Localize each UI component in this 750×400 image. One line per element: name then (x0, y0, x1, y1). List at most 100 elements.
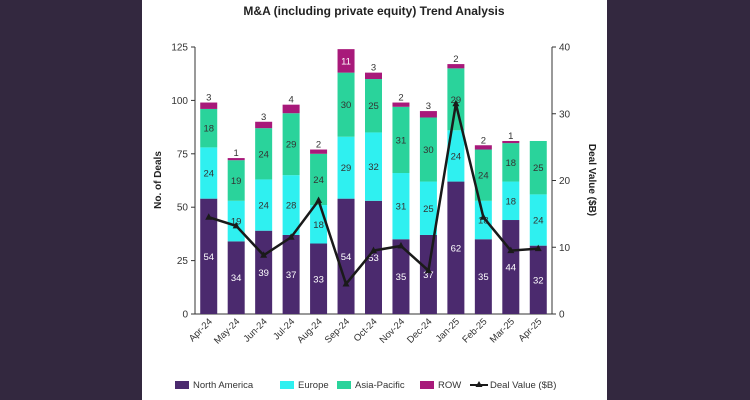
x-tick-label: Oct-24 (352, 316, 380, 344)
bar-segment (529, 245, 547, 314)
bar-value-label: 30 (423, 145, 434, 156)
bar-segment (310, 149, 328, 154)
x-tick-label: Sep-24 (323, 316, 352, 345)
bar-value-label: 35 (478, 272, 489, 283)
bar-value-label: 25 (368, 101, 379, 112)
bar-segment (227, 160, 245, 201)
bar-segment (282, 234, 300, 314)
deal-value-marker (205, 213, 213, 220)
legend-label: ROW (438, 380, 461, 391)
bar-segment (419, 181, 437, 235)
bar-segment (282, 113, 300, 176)
deal-value-marker (370, 246, 377, 254)
y-axis-label: No. of Deals (153, 151, 164, 209)
deal-value-marker (397, 241, 405, 249)
bars-layer: 5424183341919139242433728294331824254293… (200, 49, 547, 314)
bar-value-label: 31 (396, 202, 407, 213)
bar-segment (502, 181, 520, 221)
bar-value-label: 25 (533, 163, 544, 174)
chart-panel: M&A (including private equity) Trend Ana… (142, 0, 607, 400)
y2-axis-label: Deal Value ($B) (586, 144, 597, 216)
legend: North America Europe Asia-Pacific ROW Deal V… (175, 380, 556, 391)
bar-segment (365, 79, 382, 133)
y-tick-label: 0 (182, 310, 188, 321)
bar-segment (227, 241, 245, 314)
bar-segment (392, 102, 410, 107)
bar-value-label: 18 (506, 196, 517, 207)
bar-value-label: 18 (203, 124, 214, 135)
bar-segment (392, 173, 410, 240)
bar-segment (419, 234, 437, 314)
bar-value-label: 24 (258, 149, 269, 160)
legend-label: Europe (298, 380, 329, 391)
bar-segment (337, 72, 355, 137)
bar-value-label: 29 (341, 163, 352, 174)
y2-tick-label: 10 (559, 243, 571, 254)
bar-segment (255, 179, 273, 231)
deal-value-marker (479, 213, 487, 220)
legend-swatch (420, 381, 434, 389)
bar-value-label: 28 (286, 201, 297, 212)
legend-label: Deal Value ($B) (490, 380, 556, 391)
y-tick-label: 125 (171, 43, 188, 54)
deal-value-marker (452, 99, 460, 107)
bar-segment (474, 200, 492, 240)
deal-value-marker (260, 251, 268, 258)
bar-segment (200, 198, 218, 314)
chart-title: M&A (including private equity) Trend Ana… (243, 4, 504, 18)
bar-segment (419, 111, 437, 118)
bar-segment (529, 194, 547, 246)
bar-value-label: 2 (453, 54, 458, 65)
bar-value-label: 1 (508, 131, 513, 142)
x-tick-label: Dec-24 (405, 316, 434, 345)
chart: M&A (including private equity) Trend Ana… (153, 4, 597, 391)
x-tick-label: Nov-24 (378, 316, 407, 345)
bar-segment (365, 200, 382, 314)
bar-value-label: 4 (288, 95, 293, 106)
deal-value-marker (507, 246, 515, 254)
y2-tick-label: 0 (559, 310, 565, 321)
bar-value-label: 24 (451, 151, 462, 162)
bar-segment (529, 140, 547, 195)
y2-tick-label: 30 (559, 109, 571, 120)
bar-value-label: 18 (478, 216, 489, 227)
bar-value-label: 3 (426, 101, 431, 112)
bar-value-label: 37 (286, 270, 297, 281)
bar-segment (419, 117, 437, 182)
bar-value-label: 32 (533, 275, 544, 286)
bar-value-label: 29 (286, 140, 297, 151)
y2-tick-label: 20 (559, 176, 571, 187)
bar-value-label: 30 (341, 100, 352, 111)
bar-segment (200, 102, 218, 109)
legend-label: North America (193, 380, 254, 391)
bar-segment (200, 147, 218, 199)
bar-segment (200, 108, 218, 148)
bar-segment (255, 121, 273, 129)
bar-value-label: 34 (231, 273, 242, 284)
legend-swatch (175, 381, 189, 389)
bar-segment (392, 239, 410, 314)
bar-value-label: 54 (341, 252, 352, 263)
x-tick-label: Apr-24 (187, 316, 215, 344)
y-tick-label: 100 (171, 96, 188, 107)
legend-swatch (337, 381, 351, 389)
deal-value-marker (287, 233, 295, 240)
bar-segment (310, 153, 328, 206)
legend-marker (475, 381, 483, 387)
bar-value-label: 3 (261, 112, 266, 123)
bar-segment (502, 143, 520, 182)
x-tick-label: Jun-24 (241, 316, 269, 344)
bar-segment (255, 128, 273, 180)
bar-value-label: 53 (368, 253, 379, 264)
bar-segment (282, 175, 300, 235)
bar-segment (227, 158, 245, 161)
y-tick-label: 50 (177, 203, 189, 214)
bar-value-label: 2 (481, 135, 486, 146)
bar-value-label: 33 (313, 274, 324, 285)
bar-value-label: 24 (313, 175, 324, 186)
legend-label: Asia-Pacific (355, 380, 405, 391)
bar-value-label: 2 (398, 93, 403, 104)
y-tick-label: 25 (177, 256, 189, 267)
bar-segment (337, 198, 355, 314)
bar-segment (447, 68, 465, 131)
